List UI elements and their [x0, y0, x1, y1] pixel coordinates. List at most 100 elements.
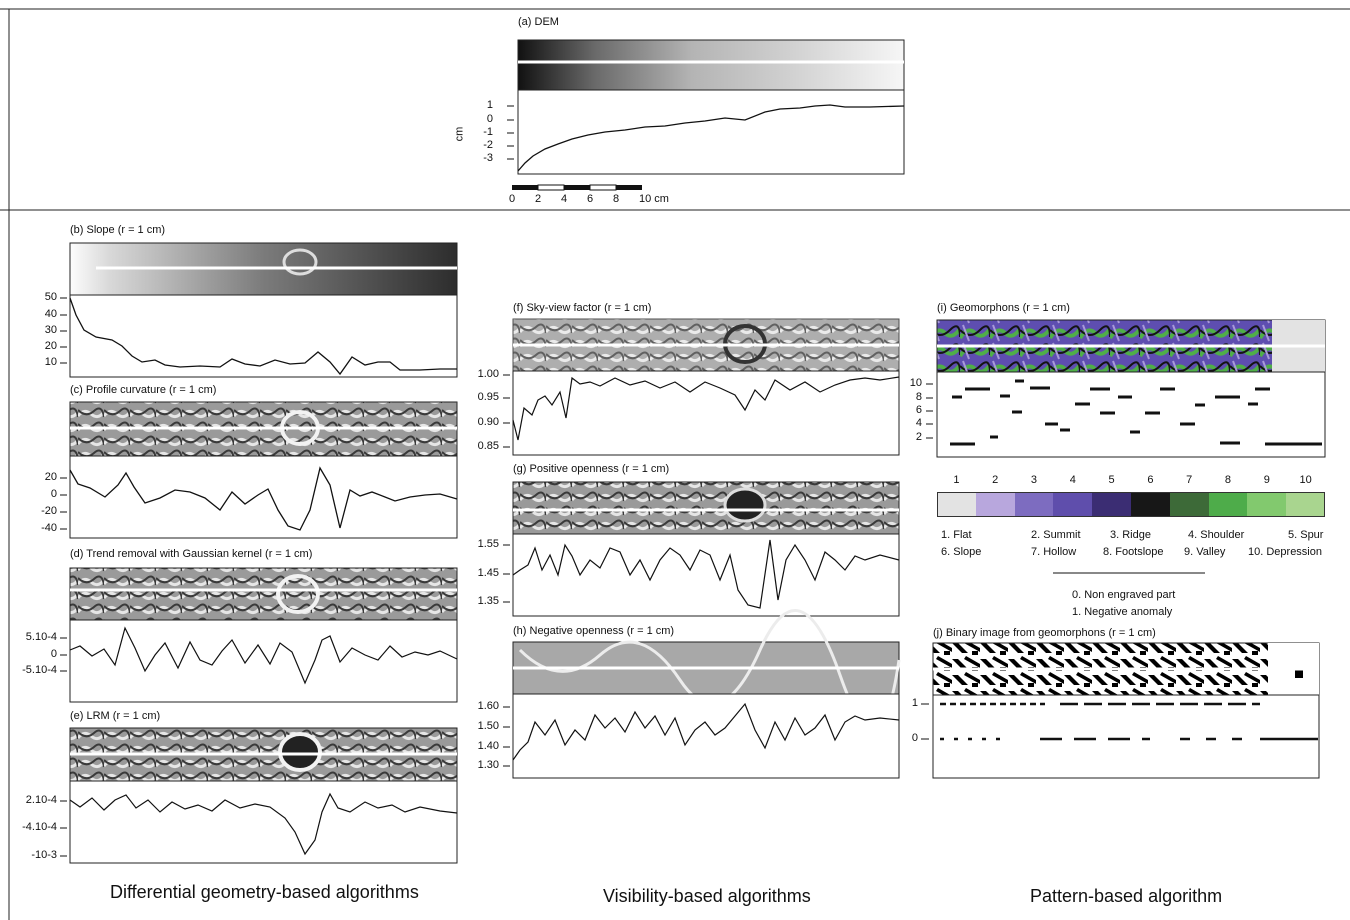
- trend-tick: -5.10-4: [22, 664, 57, 676]
- caption-differential: Differential geometry-based algorithms: [110, 882, 419, 902]
- lrm-tick: -10-3: [31, 849, 57, 861]
- geomorphon-class-swatch: [1092, 492, 1131, 517]
- lrm-ticks: [60, 800, 67, 857]
- binary-tick: 1: [911, 697, 918, 709]
- posopen-tick: 1.55: [477, 538, 499, 550]
- geomorphon-class-number: 8: [1224, 474, 1232, 486]
- dem-tick: -1: [483, 126, 493, 138]
- panel-j-title: (j) Binary image from geomorphons (r = 1…: [933, 627, 1156, 639]
- geomorphon-class-swatch: [1208, 492, 1248, 517]
- lrm-tick: -4.10-4: [22, 821, 57, 833]
- trend-ticks: [60, 637, 67, 672]
- negopen-profile-box: [512, 693, 900, 779]
- dem-tick: 1: [486, 99, 493, 111]
- binary-tick: 0: [911, 732, 918, 744]
- geomorphon-class-number: 6: [1147, 474, 1154, 486]
- geomorphons-tick: 2: [915, 431, 922, 443]
- binary-legend-0: 0. Non engraved part: [1072, 589, 1176, 601]
- panel-d-title: (d) Trend removal with Gaussian kernel (…: [70, 548, 313, 560]
- caption-pattern: Pattern-based algorithm: [1030, 886, 1223, 906]
- negopen-profile-line: [512, 702, 900, 761]
- geomorphons-tick: 6: [915, 404, 922, 416]
- posopen-profile-line: [512, 539, 900, 609]
- slope-profile-line: [69, 297, 457, 376]
- trend-tick: 5.10-4: [25, 631, 57, 643]
- scale-label: 6: [587, 193, 594, 205]
- dem-ticks: [507, 105, 514, 160]
- scale-label: 0: [509, 193, 516, 205]
- scale-label: 8: [613, 193, 620, 205]
- panel-a-title: (a) DEM: [518, 16, 559, 28]
- caption-visibility: Visibility-based algorithms: [603, 886, 811, 906]
- lrm-profile-box: [69, 780, 458, 864]
- trend-profile-line: [69, 626, 458, 685]
- geomorphon-class-swatch: [1247, 492, 1287, 517]
- legend-shoulder: 4. Shoulder: [1188, 529, 1245, 541]
- legend-spur: 5. Spur: [1288, 529, 1324, 541]
- dem-tick: -3: [483, 152, 493, 164]
- curvature-tick: 20: [44, 471, 57, 483]
- curvature-tick: -40: [41, 522, 57, 534]
- geomorphons-color-legend: 1 2 3 4 5 6 7 8 9 10: [937, 474, 1325, 519]
- scale-bar: [512, 184, 642, 191]
- skyview-tick: 0.85: [477, 440, 499, 452]
- negopen-tick: 1.30: [477, 759, 499, 771]
- geomorphon-class-number: 9: [1263, 474, 1270, 486]
- dem-image: [517, 39, 905, 91]
- geomorphons-tick: 10: [909, 377, 922, 389]
- slope-tick: 30: [44, 324, 57, 336]
- geomorphon-class-number: 1: [953, 474, 960, 486]
- dem-unit-label: cm: [453, 126, 466, 142]
- slope-tick: 40: [44, 308, 57, 320]
- panel-e-title: (e) LRM (r = 1 cm): [70, 710, 161, 722]
- trend-image: [69, 567, 458, 621]
- posopen-ticks: [503, 544, 510, 603]
- geomorphons-tick: 8: [915, 391, 922, 403]
- geomorphons-ticks: [926, 383, 933, 439]
- skyview-tick: 0.90: [477, 416, 499, 428]
- panel-f-title: (f) Sky-view factor (r = 1 cm): [513, 302, 652, 314]
- geomorphon-class-number: 7: [1186, 474, 1193, 486]
- curvature-tick: 0: [50, 488, 57, 500]
- trend-profile-box: [69, 619, 458, 703]
- geomorphon-class-number: 4: [1069, 474, 1076, 486]
- panel-b-title: (b) Slope (r = 1 cm): [70, 224, 166, 236]
- posopen-tick: 1.45: [477, 567, 499, 579]
- posopen-tick: 1.35: [477, 595, 499, 607]
- trend-tick: 0: [50, 648, 57, 660]
- scale-label: 10 cm: [639, 193, 669, 205]
- geomorphon-class-swatch: [937, 492, 976, 517]
- posopen-image: [512, 481, 900, 535]
- geomorphon-class-swatch: [1014, 492, 1054, 517]
- curvature-ticks: [60, 477, 67, 530]
- binary-profile-segments: [940, 702, 1318, 741]
- skyview-tick: 1.00: [477, 368, 499, 380]
- panel-c-title: (c) Profile curvature (r = 1 cm): [70, 384, 217, 396]
- legend-summit: 2. Summit: [1031, 529, 1081, 541]
- geomorphon-class-swatch: [975, 492, 1015, 517]
- curvature-profile-box: [69, 455, 458, 539]
- legend-slope: 6. Slope: [941, 546, 982, 558]
- scale-label: 4: [561, 193, 568, 205]
- panel-h-title: (h) Negative openness (r = 1 cm): [513, 625, 675, 637]
- lrm-profile-line: [69, 792, 458, 856]
- geomorphon-class-swatch: [1169, 492, 1209, 517]
- slope-ticks: [60, 297, 67, 364]
- negopen-tick: 1.60: [477, 700, 499, 712]
- negopen-tick: 1.50: [477, 720, 499, 732]
- negopen-ticks: [503, 706, 510, 767]
- legend-flat: 1. Flat: [941, 529, 972, 541]
- geomorphon-class-swatch: [1053, 492, 1093, 517]
- legend-depression: 10. Depression: [1248, 546, 1322, 558]
- geomorphon-class-swatch: [1286, 492, 1325, 517]
- curvature-profile-line: [69, 466, 458, 531]
- geomorphon-class-number: 10: [1299, 474, 1312, 486]
- negopen-tick: 1.40: [477, 740, 499, 752]
- legend-footslope: 8. Footslope: [1103, 546, 1164, 558]
- skyview-ticks: [503, 374, 510, 448]
- lrm-tick: 2.10-4: [25, 794, 57, 806]
- curvature-tick: -20: [41, 505, 57, 517]
- slope-tick: 10: [44, 356, 57, 368]
- geomorphons-profile-segments: [950, 379, 1322, 446]
